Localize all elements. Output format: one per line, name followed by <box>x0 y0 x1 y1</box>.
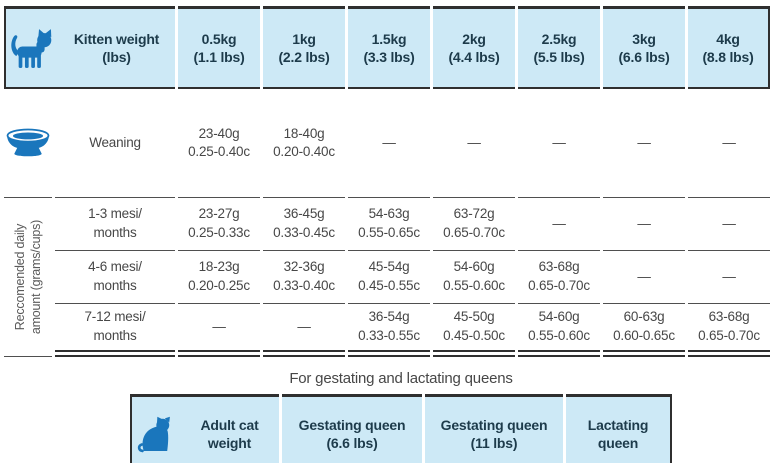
cell-1-3-2kg: 63-72g 0.65-0.70c <box>433 198 516 251</box>
cell-weaning-3kg: — <box>603 89 686 198</box>
cell-weaning-0-5kg: 23-40g 0.25-0.40c <box>178 89 261 198</box>
queens-table-header-row: Adult cat weight Gestating queen (6.6 lb… <box>130 393 672 463</box>
column-header-lactating: Lactating queen <box>566 393 672 463</box>
cell-7-12-3kg: 60-63g 0.60-0.65c <box>603 304 686 357</box>
cell-4-6-0-5kg: 18-23g 0.20-0.25c <box>178 251 261 304</box>
cell-weaning-2kg: — <box>433 89 516 198</box>
food-bowl-icon <box>4 127 52 160</box>
cell-4-6-1-5kg: 45-54g 0.45-0.55c <box>348 251 431 304</box>
adult-cat-weight-header-label: Adult cat weight <box>200 416 259 452</box>
cell-1-3-0-5kg: 23-27g 0.25-0.33c <box>178 198 261 251</box>
cell-weaning-1kg: 18-40g 0.20-0.40c <box>263 89 346 198</box>
side-label-cell: Reccomended daily amount (grams/cups) <box>4 198 52 357</box>
column-header-3kg: 3kg (6.6 lbs) <box>603 6 686 90</box>
kitten-weight-header-cell: Kitten weight (lbs) <box>4 6 176 90</box>
cell-7-12-1kg: — <box>263 304 346 357</box>
column-header-gestating-11: Gestating queen (11 lbs) <box>425 393 563 463</box>
recommended-daily-amount-label: Reccomended daily amount (grams/cups) <box>12 219 43 335</box>
column-header-gestating-6-6: Gestating queen (6.6 lbs) <box>282 393 422 463</box>
column-header-1-5kg: 1.5kg (3.3 lbs) <box>348 6 431 90</box>
cell-weaning-2-5kg: — <box>518 89 601 198</box>
row-label-weaning: Weaning <box>55 89 176 198</box>
queens-feeding-table: Adult cat weight Gestating queen (6.6 lb… <box>127 393 675 463</box>
cell-1-3-1kg: 36-45g 0.33-0.45c <box>263 198 346 251</box>
standing-cat-icon <box>6 27 58 69</box>
cell-4-6-1kg: 32-36g 0.33-0.40c <box>263 251 346 304</box>
table-row-1-3-months: Reccomended daily amount (grams/cups) 1-… <box>4 198 771 357</box>
cell-4-6-3kg: — <box>603 251 686 304</box>
cell-1-3-4kg: — <box>688 198 771 251</box>
row-label-4-6-months: 4-6 mesi/ months <box>55 251 176 304</box>
row-label-1-3-months: 1-3 mesi/ months <box>55 198 176 251</box>
cell-7-12-4kg: 63-68g 0.65-0.70c <box>688 304 771 357</box>
cell-7-12-0-5kg: — <box>178 304 261 357</box>
column-header-1kg: 1kg (2.2 lbs) <box>263 6 346 90</box>
cell-7-12-2kg: 45-50g 0.45-0.50c <box>433 304 516 357</box>
kitten-weight-header-label: Kitten weight (lbs) <box>73 31 160 66</box>
table-row-4-6-months: 4-6 mesi/ months 18-23g 0.20-0.25c 32-36… <box>4 251 771 304</box>
column-header-0-5kg: 0.5kg (1.1 lbs) <box>178 6 261 90</box>
cell-4-6-2kg: 54-60g 0.55-0.60c <box>433 251 516 304</box>
adult-cat-weight-header-cell: Adult cat weight <box>130 393 279 463</box>
sitting-cat-icon <box>132 415 180 453</box>
column-header-2kg: 2kg (4.4 lbs) <box>433 6 516 90</box>
kitten-table-header-row: Kitten weight (lbs) 0.5kg (1.1 lbs) 1kg … <box>4 6 771 90</box>
cell-weaning-1-5kg: — <box>348 89 431 198</box>
cell-1-3-2-5kg: — <box>518 198 601 251</box>
kitten-feeding-table: Kitten weight (lbs) 0.5kg (1.1 lbs) 1kg … <box>1 6 773 357</box>
table-row-weaning: Weaning 23-40g 0.25-0.40c 18-40g 0.20-0.… <box>4 89 771 198</box>
table-row-7-12-months: 7-12 mesi/ months — — 36-54g 0.33-0.55c … <box>4 304 771 357</box>
row-label-7-12-months: 7-12 mesi/ months <box>55 304 176 357</box>
cell-7-12-1-5kg: 36-54g 0.33-0.55c <box>348 304 431 357</box>
cell-1-3-3kg: — <box>603 198 686 251</box>
queens-section: For gestating and lactating queens <box>127 370 675 463</box>
cell-4-6-2-5kg: 63-68g 0.65-0.70c <box>518 251 601 304</box>
cell-7-12-2-5kg: 54-60g 0.55-0.60c <box>518 304 601 357</box>
cell-weaning-4kg: — <box>688 89 771 198</box>
column-header-4kg: 4kg (8.8 lbs) <box>688 6 771 90</box>
cell-4-6-4kg: — <box>688 251 771 304</box>
cell-1-3-1-5kg: 54-63g 0.55-0.65c <box>348 198 431 251</box>
queens-section-title: For gestating and lactating queens <box>289 369 513 387</box>
food-bowl-icon-cell <box>4 89 52 198</box>
column-header-2-5kg: 2.5kg (5.5 lbs) <box>518 6 601 90</box>
